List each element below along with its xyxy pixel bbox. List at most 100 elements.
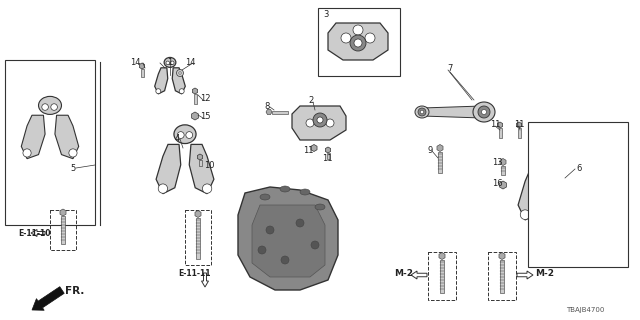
Polygon shape: [439, 252, 445, 260]
Text: 16: 16: [492, 179, 502, 188]
Text: M-2: M-2: [394, 268, 413, 277]
FancyArrow shape: [32, 287, 64, 310]
Bar: [61, 216, 65, 244]
Circle shape: [520, 210, 530, 220]
Text: 9: 9: [427, 146, 432, 155]
Circle shape: [69, 149, 77, 157]
Circle shape: [23, 149, 31, 157]
Text: E-11-10: E-11-10: [18, 228, 51, 237]
Circle shape: [549, 156, 556, 163]
Bar: [499, 128, 502, 138]
Polygon shape: [60, 209, 66, 216]
Polygon shape: [195, 211, 201, 218]
Circle shape: [365, 33, 375, 43]
Circle shape: [306, 119, 314, 127]
Circle shape: [179, 89, 184, 94]
FancyArrow shape: [202, 273, 209, 287]
Circle shape: [186, 132, 193, 139]
Circle shape: [317, 117, 323, 123]
Ellipse shape: [280, 186, 290, 192]
Bar: [438, 151, 442, 172]
Circle shape: [166, 61, 170, 65]
Bar: [272, 110, 288, 114]
Polygon shape: [500, 181, 506, 189]
Ellipse shape: [174, 125, 196, 144]
Bar: [193, 94, 196, 104]
Polygon shape: [292, 106, 346, 140]
Text: 11: 11: [514, 119, 525, 129]
Text: 15: 15: [200, 111, 211, 121]
Ellipse shape: [300, 189, 310, 195]
Circle shape: [354, 39, 362, 47]
Polygon shape: [156, 144, 180, 194]
Circle shape: [281, 256, 289, 264]
Text: 1: 1: [167, 58, 172, 67]
Text: 6: 6: [576, 164, 581, 172]
Circle shape: [156, 89, 161, 94]
Polygon shape: [311, 145, 317, 151]
Polygon shape: [328, 23, 388, 60]
FancyArrow shape: [517, 271, 533, 279]
Text: 10: 10: [204, 161, 214, 170]
Circle shape: [353, 25, 363, 35]
Bar: [440, 260, 444, 292]
Text: 3: 3: [323, 10, 328, 19]
Circle shape: [266, 226, 274, 234]
Circle shape: [179, 72, 181, 74]
Ellipse shape: [473, 102, 495, 122]
Bar: [326, 153, 330, 159]
Bar: [528, 122, 628, 267]
Text: 11: 11: [322, 154, 333, 163]
Polygon shape: [266, 109, 272, 115]
Ellipse shape: [315, 204, 325, 210]
Polygon shape: [437, 145, 443, 151]
Ellipse shape: [260, 194, 270, 200]
Bar: [518, 128, 520, 138]
Bar: [198, 160, 202, 166]
Bar: [500, 260, 504, 292]
Polygon shape: [140, 63, 145, 69]
Text: 8: 8: [264, 101, 269, 110]
Polygon shape: [422, 106, 482, 118]
Circle shape: [326, 119, 334, 127]
Circle shape: [540, 156, 547, 163]
Text: M-2: M-2: [535, 268, 554, 277]
Circle shape: [158, 184, 168, 193]
Text: 2: 2: [308, 95, 313, 105]
Bar: [5, 60, 95, 225]
Polygon shape: [497, 122, 502, 128]
Polygon shape: [552, 169, 578, 220]
Bar: [428, 252, 456, 300]
Polygon shape: [238, 187, 338, 290]
Ellipse shape: [415, 106, 429, 118]
Text: 7: 7: [447, 63, 452, 73]
Text: 14: 14: [185, 58, 195, 67]
Ellipse shape: [38, 96, 61, 115]
Circle shape: [478, 106, 490, 118]
Circle shape: [51, 104, 58, 110]
Text: E-11-11: E-11-11: [178, 268, 211, 277]
Polygon shape: [197, 154, 203, 160]
Text: 11: 11: [490, 119, 500, 129]
Text: FR.: FR.: [65, 286, 84, 296]
Text: 14: 14: [130, 58, 141, 67]
Text: TBAJB4700: TBAJB4700: [566, 307, 604, 313]
Circle shape: [258, 246, 266, 254]
Polygon shape: [189, 144, 214, 194]
Polygon shape: [518, 169, 543, 220]
Circle shape: [350, 35, 366, 51]
Circle shape: [42, 104, 49, 110]
Polygon shape: [55, 115, 79, 159]
Polygon shape: [252, 205, 325, 277]
Polygon shape: [193, 88, 198, 94]
Circle shape: [418, 108, 426, 116]
Bar: [141, 69, 143, 77]
Polygon shape: [516, 122, 522, 128]
Polygon shape: [191, 112, 198, 120]
Polygon shape: [325, 147, 331, 153]
Polygon shape: [499, 252, 505, 260]
Circle shape: [313, 113, 327, 127]
Text: 12: 12: [200, 93, 211, 102]
Circle shape: [170, 61, 174, 65]
Text: 13: 13: [492, 157, 502, 166]
